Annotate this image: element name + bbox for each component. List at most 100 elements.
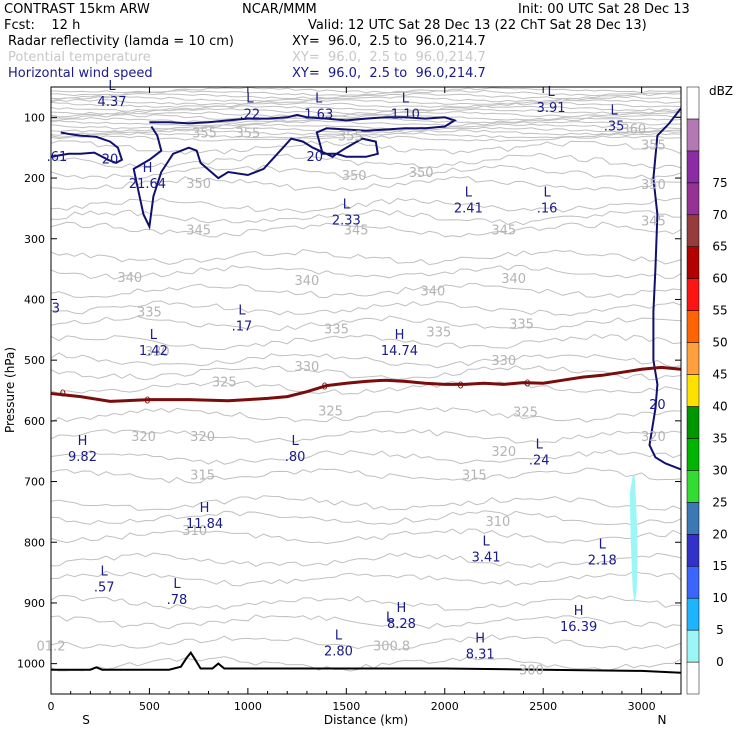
- freezing-level-label: 0: [60, 388, 66, 399]
- colorbar-label: 30: [712, 463, 727, 477]
- theta-line: [51, 528, 681, 545]
- colorbar-swatch: [686, 214, 700, 247]
- extremum-value: .61: [47, 150, 68, 165]
- extremum-value: .22: [240, 107, 261, 122]
- colorbar-swatch: [686, 86, 700, 120]
- axes: 0 500 1000 1500 2000 2500 30001002003004005006…: [17, 87, 681, 713]
- colorbar-swatch: [686, 565, 700, 599]
- extremum-value: .35: [604, 119, 625, 134]
- theta-line: [51, 176, 681, 192]
- theta-label: 335: [509, 318, 534, 333]
- colorbar-label: 25: [712, 495, 727, 509]
- colorbar-swatch: [686, 150, 700, 184]
- theta-label: 315: [190, 468, 215, 483]
- extremum-value: .80: [285, 450, 306, 465]
- field3-xy: XY= 96.0, 2.5 to 96.0,214.7: [292, 66, 486, 81]
- extremum-letter: L: [150, 328, 158, 343]
- theta-line: [51, 92, 681, 100]
- reflectivity-fill: [629, 475, 638, 603]
- extremum-value: 8.28: [387, 617, 416, 632]
- y-tick-label: 200: [24, 172, 45, 185]
- theta-line: [51, 108, 681, 115]
- colorbar-label: 65: [712, 240, 727, 254]
- theta-line: [51, 333, 681, 350]
- wind-20-contour: [51, 131, 124, 164]
- theta-line: [51, 634, 681, 651]
- theta-line: [51, 300, 681, 317]
- extremum-value: .78: [167, 593, 188, 608]
- x-tick-label: 1500: [332, 700, 360, 713]
- colorbar-label: 40: [712, 399, 727, 413]
- extremum-value: 1.63: [304, 107, 333, 122]
- freezing-level-label: 0: [321, 382, 327, 393]
- colorbar-label: 5: [716, 623, 724, 637]
- theta-line: [51, 594, 681, 611]
- field2-label: Potential temperature: [8, 50, 151, 65]
- theta-label: 350: [342, 169, 367, 184]
- x-tick-label: 3000: [628, 700, 656, 713]
- theta-line: [51, 140, 681, 155]
- terrain: [51, 650, 681, 674]
- extremum-value: 2.80: [324, 644, 353, 659]
- colorbar-label: 55: [712, 304, 727, 318]
- theta-label: 350: [409, 166, 434, 181]
- theta-line: [51, 352, 681, 369]
- theta-line: [51, 221, 681, 238]
- extremum-value: .57: [94, 581, 115, 596]
- colorbar-swatch: [686, 406, 700, 439]
- extremum-letter: L: [292, 434, 300, 449]
- freezing-level-label: 0: [457, 380, 463, 391]
- field3-label: Horizontal wind speed: [8, 66, 153, 81]
- y-tick-label: 600: [24, 415, 45, 428]
- extremum-value: .24: [529, 453, 550, 468]
- colorbar: 0 5 10 15 20 25 30 35 40 45 50 55 60 65 70 75: [686, 86, 728, 695]
- wind-20-contour: [648, 107, 681, 471]
- colorbar-swatch: [686, 534, 700, 567]
- colorbar-label: 70: [712, 208, 727, 222]
- freezing-level-line: [51, 365, 681, 403]
- colorbar-label: 15: [712, 559, 727, 573]
- y-tick-label: 500: [24, 354, 45, 367]
- terrain-line: [51, 650, 681, 674]
- theta-label: 355: [641, 139, 666, 154]
- theta-contours: [51, 87, 681, 672]
- theta-label: 325: [212, 375, 237, 390]
- theta-label: 315: [462, 468, 487, 483]
- extremum-letter: L: [101, 565, 109, 580]
- x-tick-label: 500: [139, 700, 160, 713]
- extremum-letter: L: [173, 577, 181, 592]
- x-tick-label: 2000: [431, 700, 459, 713]
- extremum-letter: L: [238, 304, 246, 319]
- theta-line: [51, 380, 681, 395]
- y-tick-label: 300: [24, 233, 45, 246]
- theta-line: [51, 101, 681, 108]
- y-axis-label: Pressure (hPa): [3, 347, 17, 433]
- theta-label: 320: [131, 430, 156, 445]
- extremum-letter: L: [599, 537, 607, 552]
- theta-label: 325: [513, 406, 538, 421]
- theta-label: 330: [491, 354, 516, 369]
- extremum-value: 1.42: [139, 344, 168, 359]
- extremum-value: .17: [232, 320, 253, 335]
- theta-label: 300: [519, 664, 544, 679]
- extremum-letter: L: [335, 628, 343, 643]
- colorbar-label: 0: [716, 655, 724, 669]
- extremum-value: 21.64: [129, 177, 166, 192]
- extremum-letter: L: [610, 103, 618, 118]
- extremum-letter: H: [78, 434, 88, 449]
- colorbar-swatch: [686, 597, 700, 631]
- theta-label: 345: [641, 215, 666, 230]
- theta-line: [51, 449, 681, 465]
- extremum-value: 11.84: [186, 517, 223, 532]
- theta-line: [51, 467, 681, 484]
- wind-label: 20: [649, 398, 666, 413]
- extremum-letter: H: [574, 604, 584, 619]
- theta-line: [51, 164, 681, 180]
- x-axis-label: Distance (km): [324, 713, 408, 727]
- colorbar-label: 35: [712, 431, 727, 445]
- theta-line: [51, 283, 681, 299]
- wind-contours: [51, 107, 681, 471]
- extremum-value: 3.91: [537, 101, 566, 116]
- theta-label: 310: [485, 515, 510, 530]
